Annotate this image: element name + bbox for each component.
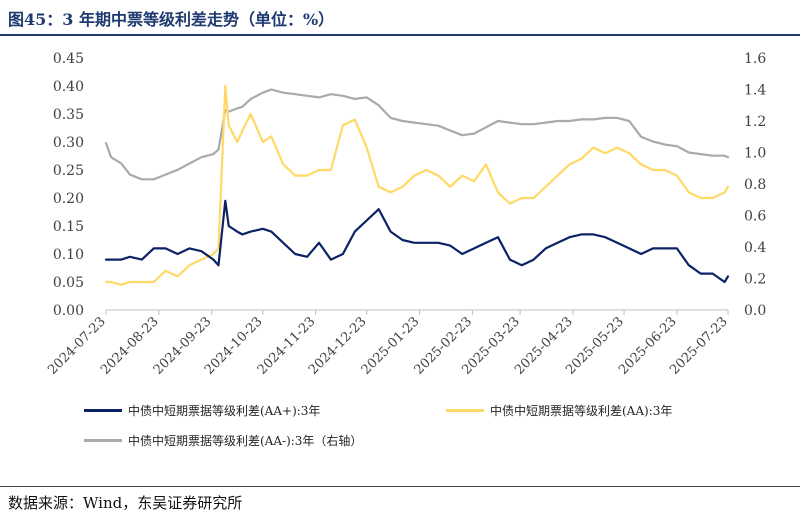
series-layer <box>104 84 730 286</box>
y-left-tick-label: 0.05 <box>53 275 84 291</box>
legend-item: 中债中短期票据等级利差(AA-):3年（右轴） <box>84 432 362 449</box>
plot-frame <box>105 309 729 315</box>
y-left-tick-label: 0.45 <box>53 51 84 67</box>
title-divider <box>0 34 800 36</box>
series-line-0 <box>104 199 730 284</box>
y-left-tick-label: 0.25 <box>53 163 84 179</box>
legend-item: 中债中短期票据等级利差(AA+):3年 <box>84 402 320 419</box>
legend-swatch <box>84 439 122 442</box>
y-right-tick-label: 1.4 <box>744 83 766 99</box>
series-line-1 <box>104 84 730 286</box>
legend: 中债中短期票据等级利差(AA+):3年 中债中短期票据等级利差(AA):3年中债中… <box>0 392 800 462</box>
legend-swatch <box>446 409 484 412</box>
legend-swatch <box>84 409 122 412</box>
y-left-tick-label: 0.20 <box>53 191 84 207</box>
y-right-tick-label: 0.2 <box>744 272 766 288</box>
legend-item: 中债中短期票据等级利差(AA):3年 <box>446 402 672 419</box>
y-right-tick-label: 0.8 <box>744 177 766 193</box>
y-right-tick-label: 0.6 <box>744 209 766 225</box>
y-right-tick-label: 0.4 <box>744 240 766 256</box>
footer-divider <box>0 486 800 487</box>
y-left-tick-label: 0.30 <box>53 135 84 151</box>
y-right-tick-label: 1.2 <box>744 114 766 130</box>
legend-label: 中债中短期票据等级利差(AA):3年 <box>490 404 673 418</box>
y-left-tick-label: 0.10 <box>53 247 84 263</box>
y-left-tick-label: 0.00 <box>53 303 84 319</box>
y-left-tick-label: 0.35 <box>53 107 84 123</box>
legend-label: 中债中短期票据等级利差(AA+):3年 <box>128 404 321 418</box>
y-left-tick-label: 0.15 <box>53 219 84 235</box>
spread-line-chart: 0.00 0.05 0.10 0.15 0.20 0.25 0.30 0.35 0.40 0.45… <box>45 51 766 378</box>
legend-label: 中债中短期票据等级利差(AA-):3年（右轴） <box>128 434 363 448</box>
y-right-tick-label: 0.0 <box>744 303 766 319</box>
y-left-tick-label: 0.40 <box>53 79 84 95</box>
data-source-note: 数据来源：Wind，东吴证券研究所 <box>8 494 243 512</box>
y-right-tick-label: 1.6 <box>744 51 766 67</box>
y-right-tick-label: 1.0 <box>744 146 766 162</box>
series-line-2 <box>104 88 730 181</box>
axis-layer: 0.00 0.05 0.10 0.15 0.20 0.25 0.30 0.35 0.40 0.45… <box>45 51 766 378</box>
figure-title: 图45：3 年期中票等级利差走势（单位：%） <box>8 10 335 29</box>
